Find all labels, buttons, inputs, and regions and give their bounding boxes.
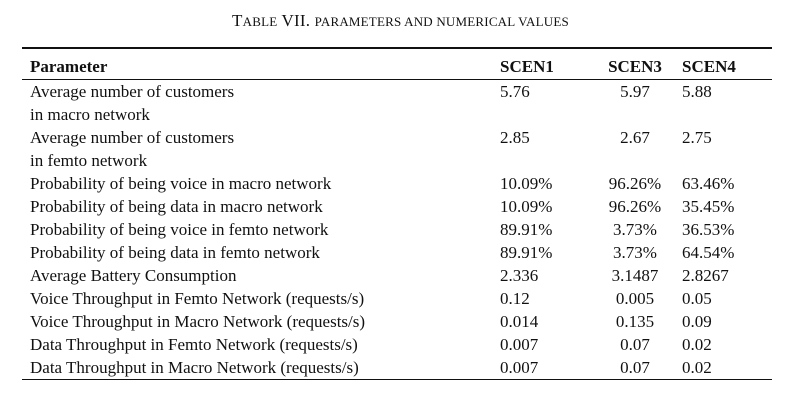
value-cell-scen3: 3.73% xyxy=(613,220,657,239)
value-cell-scen4: 35.45% xyxy=(682,197,735,216)
table-row: Average Battery Consumption 2.336 3.1487 2.… xyxy=(22,264,772,287)
caption-word: ABLE xyxy=(242,14,278,29)
caption-prefix: T xyxy=(232,11,243,30)
caption-title: PARAMETERS AND NUMERICAL VALUES xyxy=(314,14,569,29)
parameter-line: in macro network xyxy=(30,105,150,124)
value-cell-scen4: 0.02 xyxy=(682,358,712,377)
parameter-line: Voice Throughput in Macro Network (reque… xyxy=(30,312,366,331)
value-cell-scen1: 0.007 xyxy=(500,335,539,354)
caption-number: VII. xyxy=(277,11,315,30)
table-row: Probability of being voice in macro netw… xyxy=(22,172,772,195)
value-cell-scen3: 96.26% xyxy=(608,174,662,193)
value-cell-scen1: 2.85 xyxy=(500,128,530,147)
parameter-cell: Average Battery Consumption xyxy=(22,264,498,287)
parameter-line: Voice Throughput in Femto Network (reque… xyxy=(30,289,365,308)
table-row: Average number of customers in macro netw… xyxy=(22,80,772,127)
parameter-line: Average Battery Consumption xyxy=(30,266,237,285)
parameter-cell: Probability of being voice in macro netw… xyxy=(22,172,498,195)
parameter-cell: Data Throughput in Femto Network (reques… xyxy=(22,333,498,356)
value-cell-scen1: 0.12 xyxy=(500,289,530,308)
parameter-cell: Voice Throughput in Macro Network (reque… xyxy=(22,310,498,333)
parameter-line: Data Throughput in Femto Network (reques… xyxy=(30,335,358,354)
table-row: Probability of being data in macro netwo… xyxy=(22,195,772,218)
parameter-line: Probability of being data in femto netwo… xyxy=(30,243,320,262)
table-body: Average number of customers in macro netw… xyxy=(22,80,772,380)
parameter-cell: Probability of being voice in femto netw… xyxy=(22,218,498,241)
parameter-cell: Probability of being data in macro netwo… xyxy=(22,195,498,218)
value-cell-scen3: 5.97 xyxy=(620,82,650,101)
table-row: Voice Throughput in Femto Network (reque… xyxy=(22,287,772,310)
value-cell-scen1: 0.007 xyxy=(500,358,539,377)
value-cell-scen3: 0.07 xyxy=(620,335,650,354)
parameter-cell: Probability of being data in femto netwo… xyxy=(22,241,498,264)
parameter-line: in femto network xyxy=(30,151,148,170)
value-cell-scen3: 3.73% xyxy=(613,243,657,262)
parameter-line: Probability of being data in macro netwo… xyxy=(30,197,323,216)
parameter-line: Probability of being voice in femto netw… xyxy=(30,220,329,239)
table-row: Data Throughput in Macro Network (reques… xyxy=(22,356,772,380)
parameter-cell: Average number of customers in macro netw… xyxy=(22,80,498,127)
header-parameter: Parameter xyxy=(30,57,108,76)
table-row: Probability of being voice in femto netw… xyxy=(22,218,772,241)
parameter-line: Average number of customers xyxy=(30,128,235,147)
value-cell-scen1: 5.76 xyxy=(500,82,530,101)
value-cell-scen3: 2.67 xyxy=(620,128,650,147)
value-cell-scen1: 0.014 xyxy=(500,312,539,331)
header-scen1: SCEN1 xyxy=(500,57,554,76)
value-cell-scen3: 0.07 xyxy=(620,358,650,377)
value-cell-scen4: 36.53% xyxy=(682,220,735,239)
value-cell-scen4: 64.54% xyxy=(682,243,735,262)
value-cell-scen3: 0.135 xyxy=(615,312,655,331)
table-row: Average number of customers in femto netw… xyxy=(22,126,772,172)
parameter-cell: Average number of customers in femto netw… xyxy=(22,126,498,172)
table-row: Data Throughput in Femto Network (reques… xyxy=(22,333,772,356)
parameter-cell: Data Throughput in Macro Network (reques… xyxy=(22,356,498,380)
parameter-cell: Voice Throughput in Femto Network (reque… xyxy=(22,287,498,310)
table-header-row: Parameter SCEN1 SCEN3 SCEN4 xyxy=(22,48,772,80)
value-cell-scen4: 0.05 xyxy=(682,289,712,308)
parameter-line: Probability of being voice in macro netw… xyxy=(30,174,332,193)
value-cell-scen3: 96.26% xyxy=(608,197,662,216)
value-cell-scen4: 0.09 xyxy=(682,312,712,331)
value-cell-scen4: 2.8267 xyxy=(682,266,729,285)
value-cell-scen4: 63.46% xyxy=(682,174,735,193)
header-scen4: SCEN4 xyxy=(682,57,736,76)
value-cell-scen1: 2.336 xyxy=(500,266,539,285)
table-row: Probability of being data in femto netwo… xyxy=(22,241,772,264)
value-cell-scen3: 0.005 xyxy=(615,289,655,308)
value-cell-scen4: 2.75 xyxy=(682,128,712,147)
parameter-line: Average number of customers xyxy=(30,82,235,101)
value-cell-scen1: 10.09% xyxy=(500,174,553,193)
value-cell-scen1: 89.91% xyxy=(500,243,553,262)
value-cell-scen4: 0.02 xyxy=(682,335,712,354)
value-cell-scen3: 3.1487 xyxy=(611,266,659,285)
parameter-line: Data Throughput in Macro Network (reques… xyxy=(30,358,359,377)
value-cell-scen1: 89.91% xyxy=(500,220,553,239)
parameters-table: Parameter SCEN1 SCEN3 SCEN4 Average numb… xyxy=(22,47,772,380)
header-scen3: SCEN3 xyxy=(608,57,662,76)
table-caption: TABLE VII. PARAMETERS AND NUMERICAL VALU… xyxy=(0,11,801,31)
table-row: Voice Throughput in Macro Network (reque… xyxy=(22,310,772,333)
value-cell-scen4: 5.88 xyxy=(682,82,712,101)
value-cell-scen1: 10.09% xyxy=(500,197,553,216)
